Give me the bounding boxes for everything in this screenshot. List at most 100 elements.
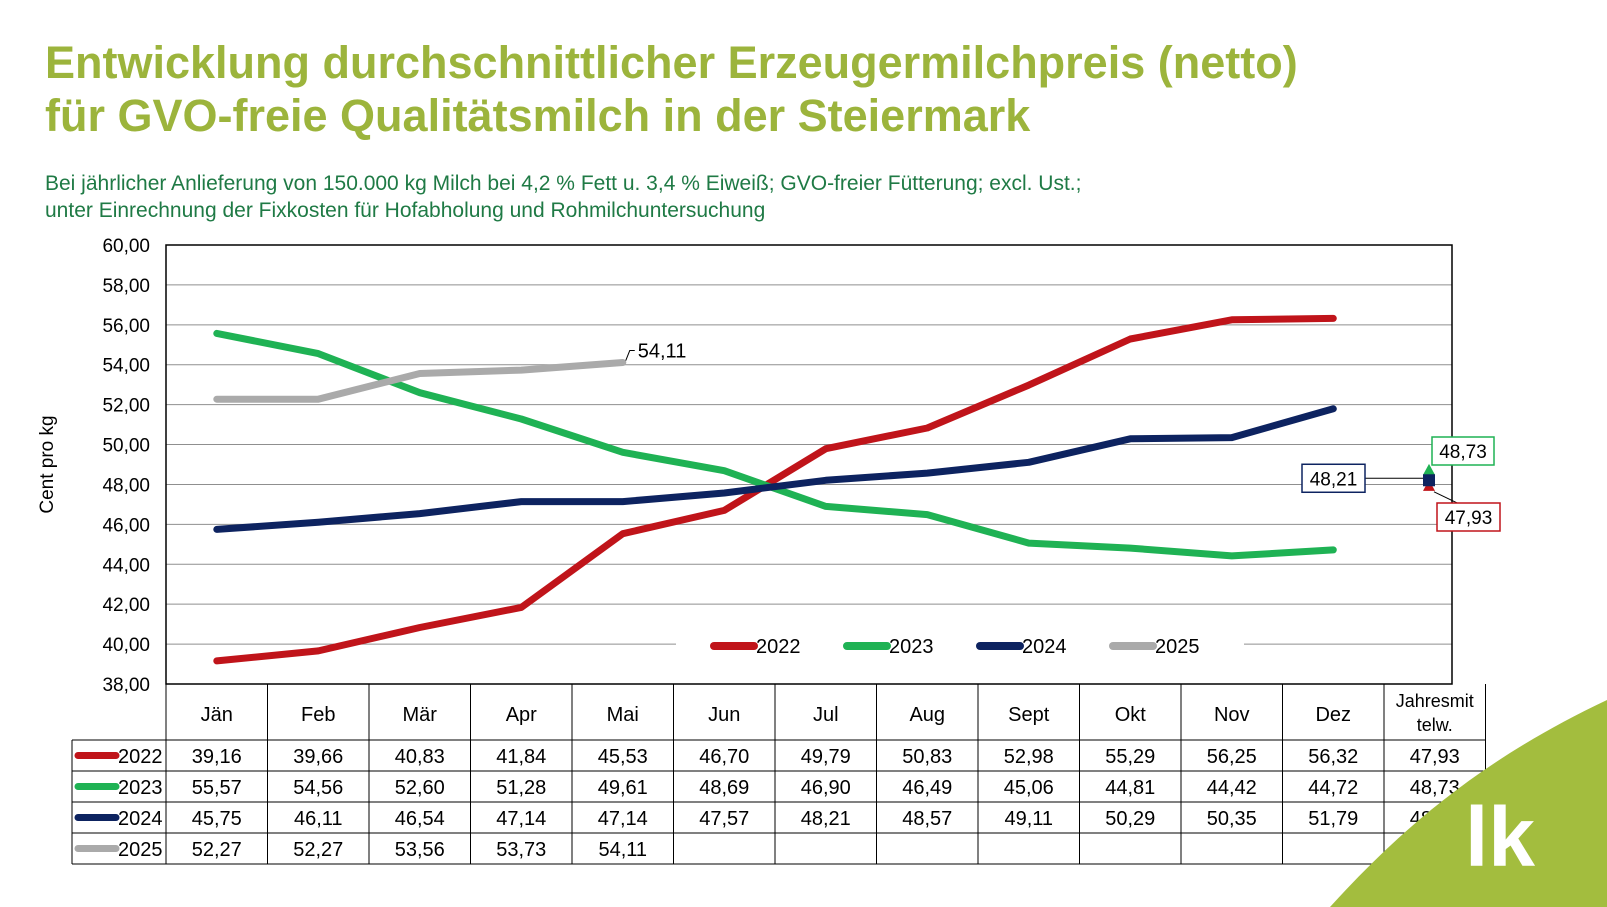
page-title: Entwicklung durchschnittlicher Erzeugerm… [45, 36, 1298, 142]
table-row-label-2025: 2025 [118, 839, 163, 861]
annual-label-2022: 47,93 [1445, 508, 1493, 529]
x-tick-label: Aug [909, 704, 945, 726]
table-annual-cell: 48,21 [1410, 808, 1460, 830]
x-tick-label: Apr [506, 704, 537, 726]
table-cell: 45,75 [192, 808, 242, 830]
annual-leader-2022 [1433, 491, 1464, 505]
table-cell: 48,69 [699, 777, 749, 799]
table-annual-cell: 48,73 [1410, 777, 1460, 799]
table-cell: 47,57 [699, 808, 749, 830]
table-cell: 56,25 [1207, 746, 1257, 768]
table-cell: 50,35 [1207, 808, 1257, 830]
title-line-1: Entwicklung durchschnittlicher Erzeugerm… [45, 37, 1298, 88]
y-tick-label: 44,00 [102, 555, 150, 576]
table-cell: 45,06 [1004, 777, 1054, 799]
y-tick-label: 52,00 [102, 396, 150, 417]
table-cell: 39,66 [293, 746, 343, 768]
annual-header-line-2: telw. [1417, 715, 1453, 735]
table-row-label-2023: 2023 [118, 777, 163, 799]
legend-label-2022: 2022 [756, 636, 801, 658]
table-cell: 54,56 [293, 777, 343, 799]
annotation-leader [625, 350, 635, 361]
table-cell: 46,70 [699, 746, 749, 768]
table-cell: 54,11 [598, 839, 647, 861]
table-cell: 51,28 [496, 777, 546, 799]
series-line-2022 [213, 314, 1337, 665]
table-cell: 39,16 [192, 746, 242, 768]
y-tick-label: 56,00 [102, 316, 150, 337]
table-cell: 41,84 [496, 746, 546, 768]
x-tick-label: Dez [1315, 704, 1351, 726]
table-row-label-2022: 2022 [118, 746, 163, 768]
table-cell: 52,27 [293, 839, 343, 861]
table-cell: 46,11 [294, 808, 343, 830]
y-tick-label: 58,00 [102, 276, 150, 297]
table-cell: 48,57 [902, 808, 952, 830]
table-cell: 52,27 [192, 839, 242, 861]
table-cell: 53,73 [496, 839, 546, 861]
table-row-label-2024: 2024 [118, 808, 163, 830]
table-cell: 49,79 [801, 746, 851, 768]
annual-label-2023: 48,73 [1439, 442, 1487, 463]
table-cell: 50,83 [902, 746, 952, 768]
y-tick-label: 60,00 [102, 236, 150, 257]
table-cell: 47,14 [496, 808, 546, 830]
table-cell: 53,56 [395, 839, 445, 861]
annotation-label: 54,11 [638, 341, 687, 363]
x-tick-label: Mai [607, 704, 639, 726]
legend-label-2024: 2024 [1022, 636, 1067, 658]
table-cell: 44,42 [1207, 777, 1257, 799]
y-tick-label: 40,00 [102, 635, 150, 656]
annual-marker-2024 [1423, 474, 1435, 487]
table-cell: 49,11 [1004, 808, 1053, 830]
page-subtitle: Bei jährlicher Anlieferung von 150.000 k… [45, 170, 1081, 224]
table-cell: 48,21 [801, 808, 851, 830]
table-cell: 46,49 [902, 777, 952, 799]
series-line-2025 [213, 359, 627, 403]
series-line-2024 [213, 405, 1337, 533]
table-cell: 45,53 [598, 746, 648, 768]
table-cell: 51,79 [1308, 808, 1358, 830]
table-annual-cell: 47,93 [1410, 746, 1460, 768]
table-cell: 50,29 [1105, 808, 1155, 830]
subtitle-line-1: Bei jährlicher Anlieferung von 150.000 k… [45, 172, 1082, 195]
table-cell: 44,81 [1105, 777, 1155, 799]
annual-label-2024-box [1301, 463, 1366, 494]
y-tick-label: 38,00 [102, 675, 150, 696]
y-tick-label: 54,00 [102, 356, 150, 377]
plot-area-border [165, 244, 1453, 685]
table-cell: 46,54 [395, 808, 445, 830]
x-tick-label: Jän [201, 704, 233, 726]
x-tick-label: Sept [1008, 704, 1050, 726]
table-cell: 55,57 [192, 777, 242, 799]
annual-label-2023-box [1431, 436, 1495, 466]
x-tick-label: Nov [1214, 704, 1250, 726]
x-tick-label: Jul [813, 704, 839, 726]
y-axis-label: Cent pro kg [37, 415, 58, 513]
legend-label-2023: 2023 [889, 636, 934, 658]
title-line-2: für GVO-freie Qualitätsmilch in der Stei… [45, 90, 1031, 141]
table-cell: 55,29 [1105, 746, 1155, 768]
subtitle-line-2: unter Einrechnung der Fixkosten für Hofa… [45, 199, 766, 222]
x-tick-label: Mär [403, 704, 438, 726]
annual-label-2024: 48,21 [1310, 469, 1358, 490]
table-cell: 40,83 [395, 746, 445, 768]
x-tick-label: Feb [301, 704, 335, 726]
table-cell: 49,61 [598, 777, 648, 799]
table-cell: 44,72 [1308, 777, 1358, 799]
table-cell: 52,98 [1004, 746, 1054, 768]
y-tick-label: 48,00 [102, 475, 150, 496]
y-tick-label: 46,00 [102, 515, 150, 536]
y-tick-label: 42,00 [102, 595, 150, 616]
legend-label-2025: 2025 [1155, 636, 1200, 658]
annual-label-2022-box [1436, 502, 1501, 532]
table-cell: 47,14 [598, 808, 648, 830]
table-cell: 56,32 [1308, 746, 1358, 768]
annual-marker-2023 [1423, 463, 1435, 475]
annual-header-line-1: Jahresmit [1396, 691, 1474, 711]
x-tick-label: Okt [1115, 704, 1147, 726]
table-cell: 46,90 [801, 777, 851, 799]
table-cell: 52,60 [395, 777, 445, 799]
x-tick-label: Jun [708, 704, 740, 726]
